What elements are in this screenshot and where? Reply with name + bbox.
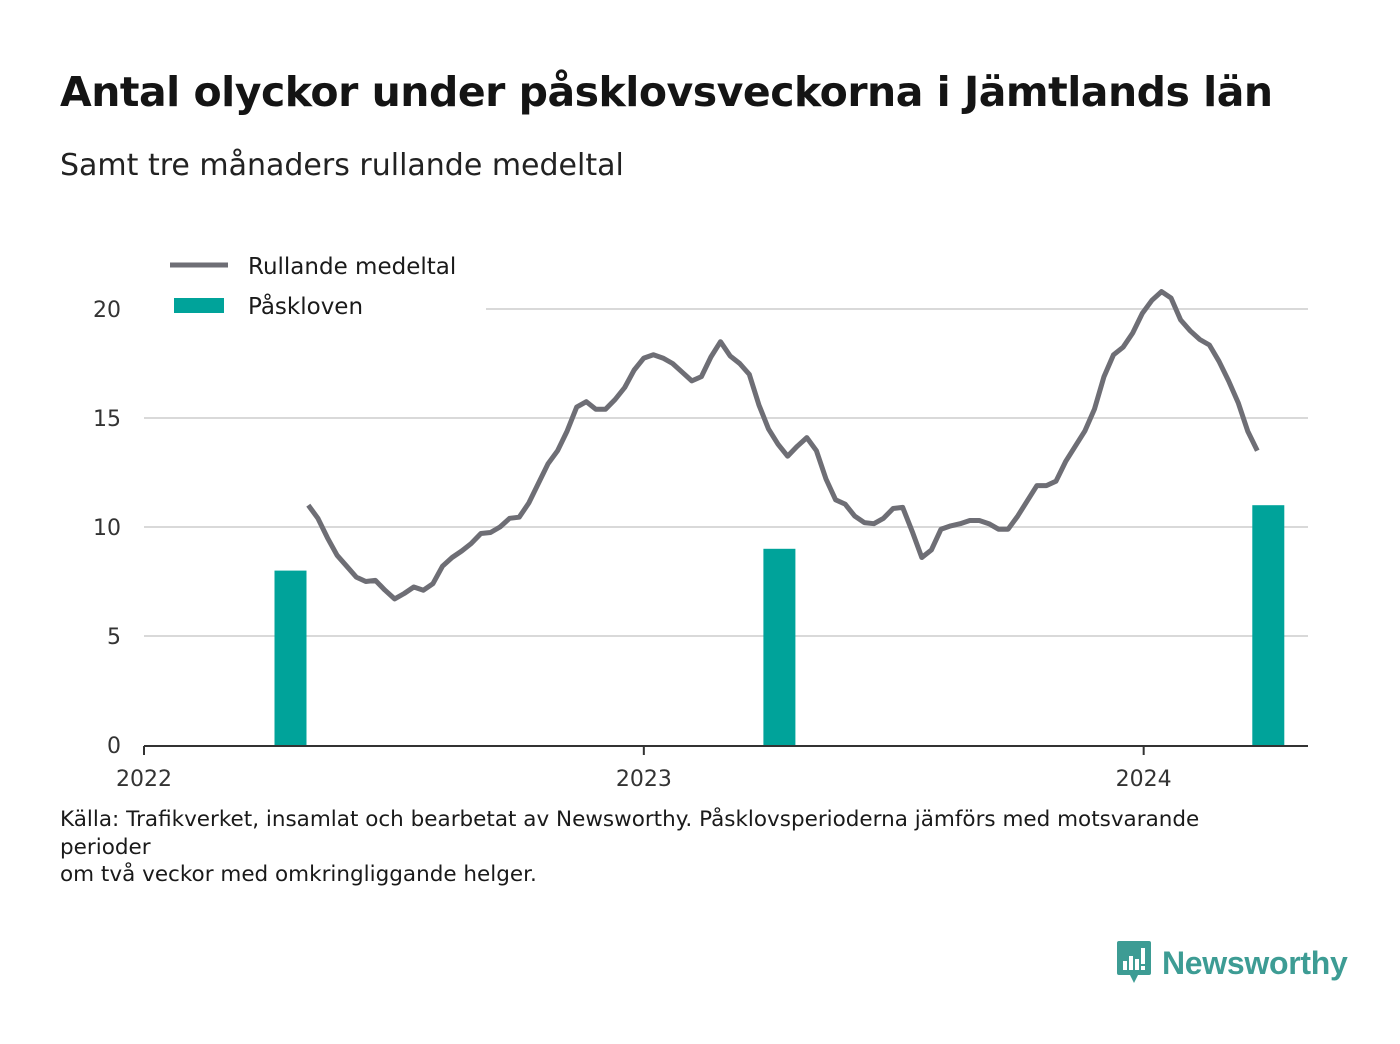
legend-swatch-bar — [174, 298, 224, 313]
y-tick-label: 5 — [107, 625, 121, 650]
bar — [763, 548, 796, 745]
legend-label-rullande-medeltal: Rullande medeltal — [248, 254, 456, 280]
source-line: Källa: Trafikverket, insamlat och bearbe… — [60, 807, 1200, 860]
y-tick-label: 20 — [93, 298, 121, 323]
bar-series-paskloven — [274, 505, 1285, 745]
chart: 0 5 10 15 20 2022 2023 2024 Rullande medeltal … — [93, 247, 1308, 792]
y-tick-label: 10 — [93, 516, 121, 541]
brand-logo: Newsworthy — [1116, 938, 1348, 988]
x-tick-label: 2022 — [116, 767, 172, 792]
x-tick-label: 2023 — [616, 767, 672, 792]
source-line: om två veckor med omkringliggande helger… — [60, 862, 537, 887]
chart-title: Antal olyckor under påsklovsveckorna i J… — [60, 68, 1273, 116]
chart-subtitle: Samt tre månaders rullande medeltal — [60, 148, 624, 183]
y-tick-label: 0 — [107, 734, 121, 759]
brand-name: Newsworthy — [1162, 944, 1348, 981]
grid-lines — [144, 308, 1308, 637]
y-axis-tick-labels: 0 5 10 15 20 — [93, 298, 121, 759]
x-tick-label: 2024 — [1116, 767, 1172, 792]
y-tick-label: 15 — [93, 407, 121, 432]
legend: Rullande medeltal Påskloven — [144, 247, 486, 320]
x-axis: 2022 2023 2024 — [116, 745, 1308, 792]
newsworthy-logo-icon — [1117, 941, 1151, 983]
bar — [274, 570, 307, 745]
bar — [1252, 505, 1285, 745]
source-note: Källa: Trafikverket, insamlat och bearbe… — [60, 806, 1290, 889]
legend-label-paskloven: Påskloven — [248, 292, 363, 320]
line-series-rullande-medeltal — [306, 289, 1260, 602]
